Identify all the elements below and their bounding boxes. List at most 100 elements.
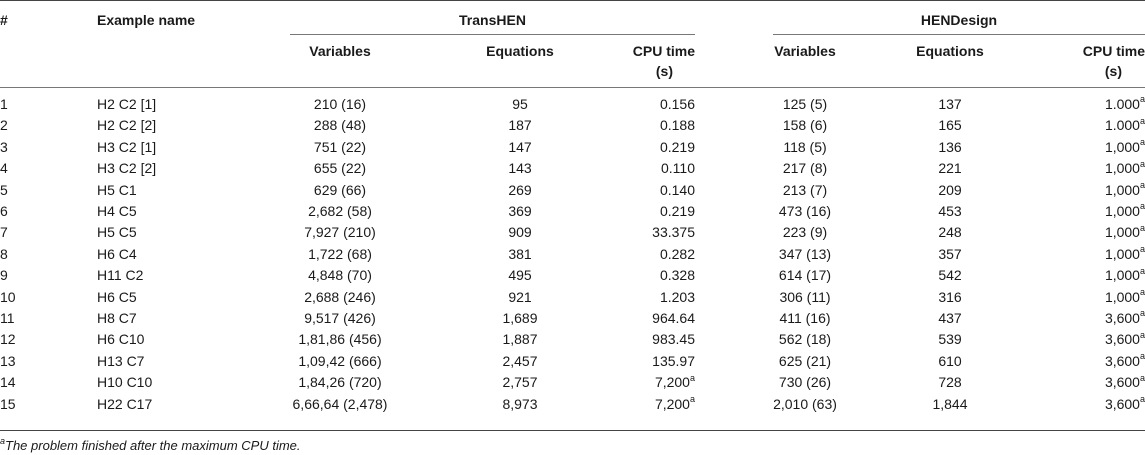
cell-transhen-variables-value: 2,682 (58) <box>308 203 372 219</box>
header-transhen-equations: Equations <box>486 43 554 59</box>
cell-hendesign-cpu-value: 3,600 <box>1104 310 1140 326</box>
cell-hendesign-equations-value: 610 <box>938 352 962 369</box>
cell-hendesign-variables: 730 (26) <box>720 373 890 391</box>
cell-hendesign-variables-value: 118 (5) <box>783 138 827 155</box>
cell-transhen-cpu: 0.140 <box>595 181 695 199</box>
cell-transhen-cpu: 964.64 <box>595 309 695 327</box>
cell-transhen-variables: 7,927 (210) <box>240 223 440 241</box>
cell-hendesign-variables: 223 (9) <box>720 223 890 241</box>
cell-transhen-cpu-value: 0.110 <box>661 160 695 177</box>
cell-transhen-variables-value: 6,66,64 (2,478) <box>292 395 388 412</box>
cell-transhen-equations-value: 269 <box>508 181 532 198</box>
cell-hendesign-variables-value: 347 (13) <box>778 245 832 262</box>
cell-hendesign-equations: 248 <box>880 223 1020 241</box>
cell-transhen-equations-value: 147 <box>508 138 532 155</box>
cell-transhen-variables-value: 288 (48) <box>313 117 367 134</box>
cell-hendesign-equations-value: 136 <box>938 138 962 155</box>
cell-transhen-cpu: 7,200a <box>595 394 695 413</box>
cell-transhen-variables: 288 (48) <box>240 116 440 134</box>
cell-hendesign-equations-value: 437 <box>938 310 962 326</box>
cell-hendesign-variables: 213 (7) <box>720 181 890 199</box>
cell-number-value: 15 <box>0 395 16 412</box>
cell-transhen-cpu: 0.219 <box>595 202 695 220</box>
cell-transhen-variables: 6,66,64 (2,478) <box>240 395 440 413</box>
cell-hendesign-equations: 357 <box>880 245 1020 263</box>
cell-transhen-equations: 495 <box>450 266 590 284</box>
cell-number: 4 <box>0 159 40 177</box>
cell-example-name: H3 C2 [2] <box>97 159 287 177</box>
cell-hendesign-variables: 411 (16) <box>720 309 890 327</box>
cell-number-value: 5 <box>0 181 8 198</box>
cell-hendesign-variables: 158 (6) <box>720 116 890 134</box>
cell-transhen-variables-value: 629 (66) <box>313 181 367 198</box>
cell-hendesign-variables-value: 223 (9) <box>782 224 828 241</box>
cell-transhen-equations: 381 <box>450 245 590 263</box>
hendesign-underline <box>773 34 1145 35</box>
cell-transhen-equations-value: 2,457 <box>502 352 538 369</box>
cell-number: 7 <box>0 223 40 241</box>
cell-transhen-variables-value: 1,09,42 (666) <box>298 352 382 369</box>
footnote-marker: a <box>1139 265 1145 276</box>
cell-transhen-equations-value: 8,973 <box>502 395 538 412</box>
cell-transhen-equations: 147 <box>450 138 590 156</box>
cell-transhen-cpu-value: 1.203 <box>659 288 695 305</box>
cell-transhen-equations: 187 <box>450 116 590 134</box>
cell-hendesign-cpu-value: 1.000 <box>1104 96 1140 112</box>
cell-example-name: H8 C7 <box>97 309 287 327</box>
cell-transhen-variables: 1,81,86 (456) <box>240 330 440 348</box>
cell-transhen-variables-value: 1,84,26 (720) <box>298 374 382 391</box>
cell-hendesign-variables-value: 614 (17) <box>778 267 832 284</box>
cell-hendesign-equations: 542 <box>880 266 1020 284</box>
cell-hendesign-equations: 610 <box>880 352 1020 370</box>
header-hendesign-cpu-unit: (s) <box>1104 63 1122 79</box>
cell-hendesign-equations-value: 728 <box>938 374 962 391</box>
cell-transhen-variables-value: 7,927 (210) <box>304 224 376 241</box>
footnote-marker: a <box>1139 201 1145 212</box>
cell-transhen-equations: 8,973 <box>450 395 590 413</box>
cell-transhen-cpu-value: 7,200 <box>654 395 690 412</box>
cell-example-name-value: H22 C17 <box>97 395 153 412</box>
cell-transhen-cpu-value: 0.328 <box>659 267 695 284</box>
cell-example-name-value: H2 C2 [1] <box>97 96 157 112</box>
cell-example-name: H5 C5 <box>97 223 287 241</box>
cell-hendesign-cpu-value: 3,600 <box>1104 374 1140 391</box>
cell-hendesign-cpu: 1,000a <box>1000 223 1145 241</box>
cell-hendesign-variables: 347 (13) <box>720 245 890 263</box>
cell-transhen-equations-value: 921 <box>508 288 532 305</box>
cell-hendesign-equations: 316 <box>880 288 1020 306</box>
cell-transhen-variables-value: 4,848 (70) <box>308 267 372 284</box>
cell-transhen-variables-value: 655 (22) <box>313 160 367 177</box>
cell-transhen-variables: 2,682 (58) <box>240 202 440 220</box>
cell-number-value: 12 <box>0 331 16 348</box>
cell-hendesign-cpu-value: 1.000 <box>1104 117 1140 134</box>
footnote-marker: a <box>1139 351 1145 362</box>
cell-example-name-value: H6 C4 <box>97 245 137 262</box>
cell-example-name-value: H13 C7 <box>97 352 145 369</box>
cell-hendesign-cpu-value: 1,000 <box>1104 245 1140 262</box>
footnote-marker: a <box>689 372 695 383</box>
header-hendesign-cpu: CPU time <box>1082 43 1145 59</box>
cell-transhen-cpu-value: 0.282 <box>659 245 695 262</box>
footnote-text: The problem finished after the maximum C… <box>5 438 301 453</box>
cell-hendesign-cpu: 1,000a <box>1000 266 1145 284</box>
cell-hendesign-equations: 453 <box>880 202 1020 220</box>
cell-hendesign-variables: 125 (5) <box>720 95 890 113</box>
cell-transhen-cpu: 0.282 <box>595 245 695 263</box>
cell-hendesign-cpu: 1,000a <box>1000 287 1145 306</box>
cell-example-name: H6 C4 <box>97 245 287 263</box>
footnote-marker: a <box>1139 158 1145 169</box>
cell-example-name: H22 C17 <box>97 395 287 413</box>
cell-number-value: 4 <box>0 160 8 177</box>
footnote-marker: a <box>1139 329 1145 340</box>
cell-transhen-equations-value: 143 <box>508 160 532 177</box>
footnote-mark: a <box>0 435 6 446</box>
cell-hendesign-cpu: 1,000a <box>1000 202 1145 220</box>
footnote-marker: a <box>1139 137 1145 148</box>
cell-number-value: 6 <box>0 203 8 219</box>
cell-transhen-cpu-value: 0.188 <box>659 117 695 134</box>
cell-hendesign-cpu: 1.000a <box>1000 95 1145 113</box>
cell-transhen-cpu: 7,200a <box>595 373 695 391</box>
cell-transhen-cpu-value: 0.140 <box>659 181 695 198</box>
cell-transhen-variables: 2,688 (246) <box>240 288 440 306</box>
